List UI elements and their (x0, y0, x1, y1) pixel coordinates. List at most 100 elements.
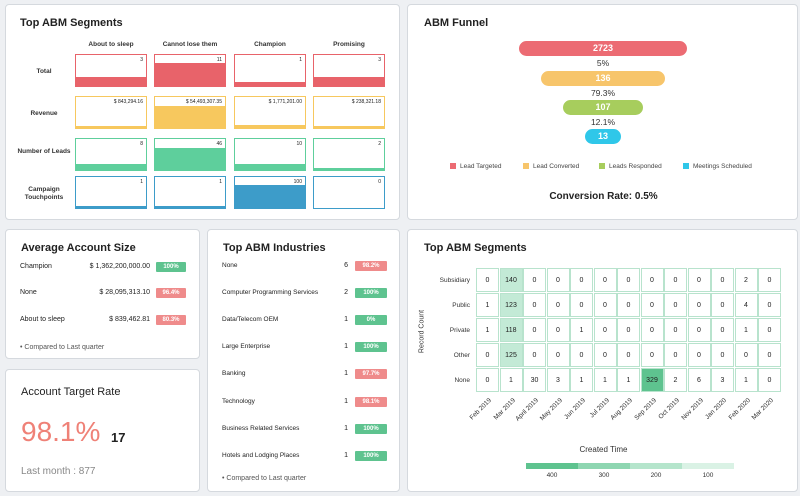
segment-cell-fill (155, 63, 225, 86)
heatmap-legend-swatch (526, 463, 578, 469)
industry-label: Computer Programming Services (222, 289, 319, 296)
segment-column-header: Cannot lose them (162, 41, 218, 48)
heatmap-cell: 0 (758, 368, 781, 392)
legend-swatch-icon (683, 163, 689, 170)
industry-label: None (222, 262, 238, 269)
heatmap-row-label: Subsidiary (439, 277, 470, 284)
funnel-stage-bar: 136 (541, 71, 665, 86)
heatmap-cell: 0 (476, 268, 499, 292)
heatmap-cell: 3 (546, 368, 570, 392)
segment-cell-fill (314, 168, 384, 170)
change-badge: 80.3% (156, 315, 186, 325)
heatmap-cell: 0 (734, 343, 758, 367)
heatmap-cell: 0 (593, 343, 617, 367)
heatmap-cell: 140 (499, 268, 523, 292)
heatmap-cell: 0 (476, 368, 499, 392)
segment-column-header: About to sleep (88, 41, 134, 48)
industries-card: Top ABM Industries None 6 98.2% Computer Pr… (207, 229, 400, 492)
avg-size-label: Champion (20, 263, 52, 270)
segment-cell-fill (235, 185, 305, 208)
heatmap-cell: 30 (523, 368, 546, 392)
funnel-card: ABM Funnel 2723 136 107 13 5% 79.3% 12.1% Lead… (407, 4, 798, 220)
segment-cell-fill (76, 164, 146, 170)
funnel-legend-label: Meetings Scheduled (693, 163, 752, 170)
heatmap-cell: 0 (711, 343, 734, 367)
change-badge: 100% (355, 342, 387, 352)
industry-label: Hotels and Lodging Places (222, 452, 300, 459)
segment-cell-value: 2 (378, 141, 381, 147)
segment-cell: 1 (75, 176, 147, 209)
legend-swatch-icon (450, 163, 456, 170)
target-rate-count: 17 (111, 430, 126, 445)
heatmap-cell: 4 (734, 293, 758, 317)
heatmap-cell: 1 (734, 318, 758, 342)
heatmap-cell: 0 (523, 343, 546, 367)
heatmap-cell: 0 (593, 318, 617, 342)
industry-count: 1 (344, 398, 348, 405)
segment-cell: 3 (313, 54, 385, 87)
segment-cell: 10 (234, 138, 306, 171)
heatmap-cell: 118 (499, 318, 523, 342)
funnel-stage-bar: 2723 (519, 41, 687, 56)
heatmap-cell: 0 (664, 318, 687, 342)
bullet-icon: • (222, 475, 227, 482)
industry-label: Business Related Services (222, 425, 300, 432)
heatmap-cell: 0 (640, 293, 664, 317)
segment-cell-value: $ 238,321.18 (351, 99, 381, 105)
industry-count: 6 (344, 262, 348, 269)
industry-count: 2 (344, 289, 348, 296)
change-badge: 100% (355, 451, 387, 461)
heatmap-cell: 1 (476, 318, 499, 342)
industry-count: 1 (344, 370, 348, 377)
heatmap-legend-swatch (578, 463, 630, 469)
avg-size-note-text: Compared to Last quarter (24, 344, 105, 351)
heatmap-cell: 0 (640, 318, 664, 342)
segment-cell: 1 (234, 54, 306, 87)
heatmap-cell: 123 (499, 293, 523, 317)
heatmap-cell: 0 (664, 268, 687, 292)
segment-row-header: Revenue (30, 110, 58, 117)
segment-cell: 0 (313, 176, 385, 209)
heatmap-cell: 0 (546, 318, 570, 342)
industries-note-text: Compared to Last quarter (226, 475, 307, 482)
segment-cell-fill (76, 126, 146, 128)
segments-card: Top ABM Segments About to sleep Cannot lo… (5, 4, 400, 220)
heatmap-cell: 0 (546, 293, 570, 317)
segment-cell-fill (235, 164, 305, 170)
segment-cell: $ 238,321.18 (313, 96, 385, 129)
segment-cell-fill (235, 125, 305, 128)
segment-cell-value: $ 54,493,307.35 (185, 99, 222, 105)
heatmap-cell: 1 (570, 318, 593, 342)
heatmap-cell: 1 (734, 368, 758, 392)
segment-cell-value: 1 (140, 179, 143, 185)
heatmap-legend-label: 300 (598, 472, 610, 479)
avg-size-label: None (20, 289, 37, 296)
heatmap-cell: 0 (570, 268, 593, 292)
target-rate-card: Account Target Rate 98.1% 17 Last month … (5, 369, 200, 492)
heatmap-cell: 0 (711, 268, 734, 292)
conversion-rate: Conversion Rate: 0.5% (549, 191, 658, 202)
segment-cell-fill (155, 106, 225, 128)
segment-cell-value: 8 (140, 141, 143, 147)
heatmap-cell: 0 (546, 268, 570, 292)
funnel-legend-label: Lead Targeted (460, 163, 502, 170)
heatmap-legend-label: 400 (546, 472, 558, 479)
industry-label: Technology (222, 398, 255, 405)
change-badge: 100% (355, 288, 387, 298)
funnel-legend-label: Leads Responded (609, 163, 662, 170)
heatmap-cell: 0 (640, 268, 664, 292)
segment-cell-value: 3 (140, 57, 143, 63)
funnel-legend-item: Meetings Scheduled (683, 163, 752, 170)
change-badge: 96.4% (156, 288, 186, 298)
heatmap-legend-swatch (630, 463, 682, 469)
funnel-stage-rate: 79.3% (590, 88, 616, 98)
change-badge: 98.1% (355, 397, 387, 407)
change-badge: 98.2% (355, 261, 387, 271)
segment-cell-fill (155, 148, 225, 170)
avg-size-value: $ 839,462.81 (109, 316, 150, 323)
segment-cell-fill (314, 77, 384, 86)
heatmap-row-label: Private (449, 327, 470, 334)
segment-cell-fill (235, 82, 305, 86)
heatmap-cell: 0 (687, 318, 711, 342)
segment-cell-fill (155, 206, 225, 208)
